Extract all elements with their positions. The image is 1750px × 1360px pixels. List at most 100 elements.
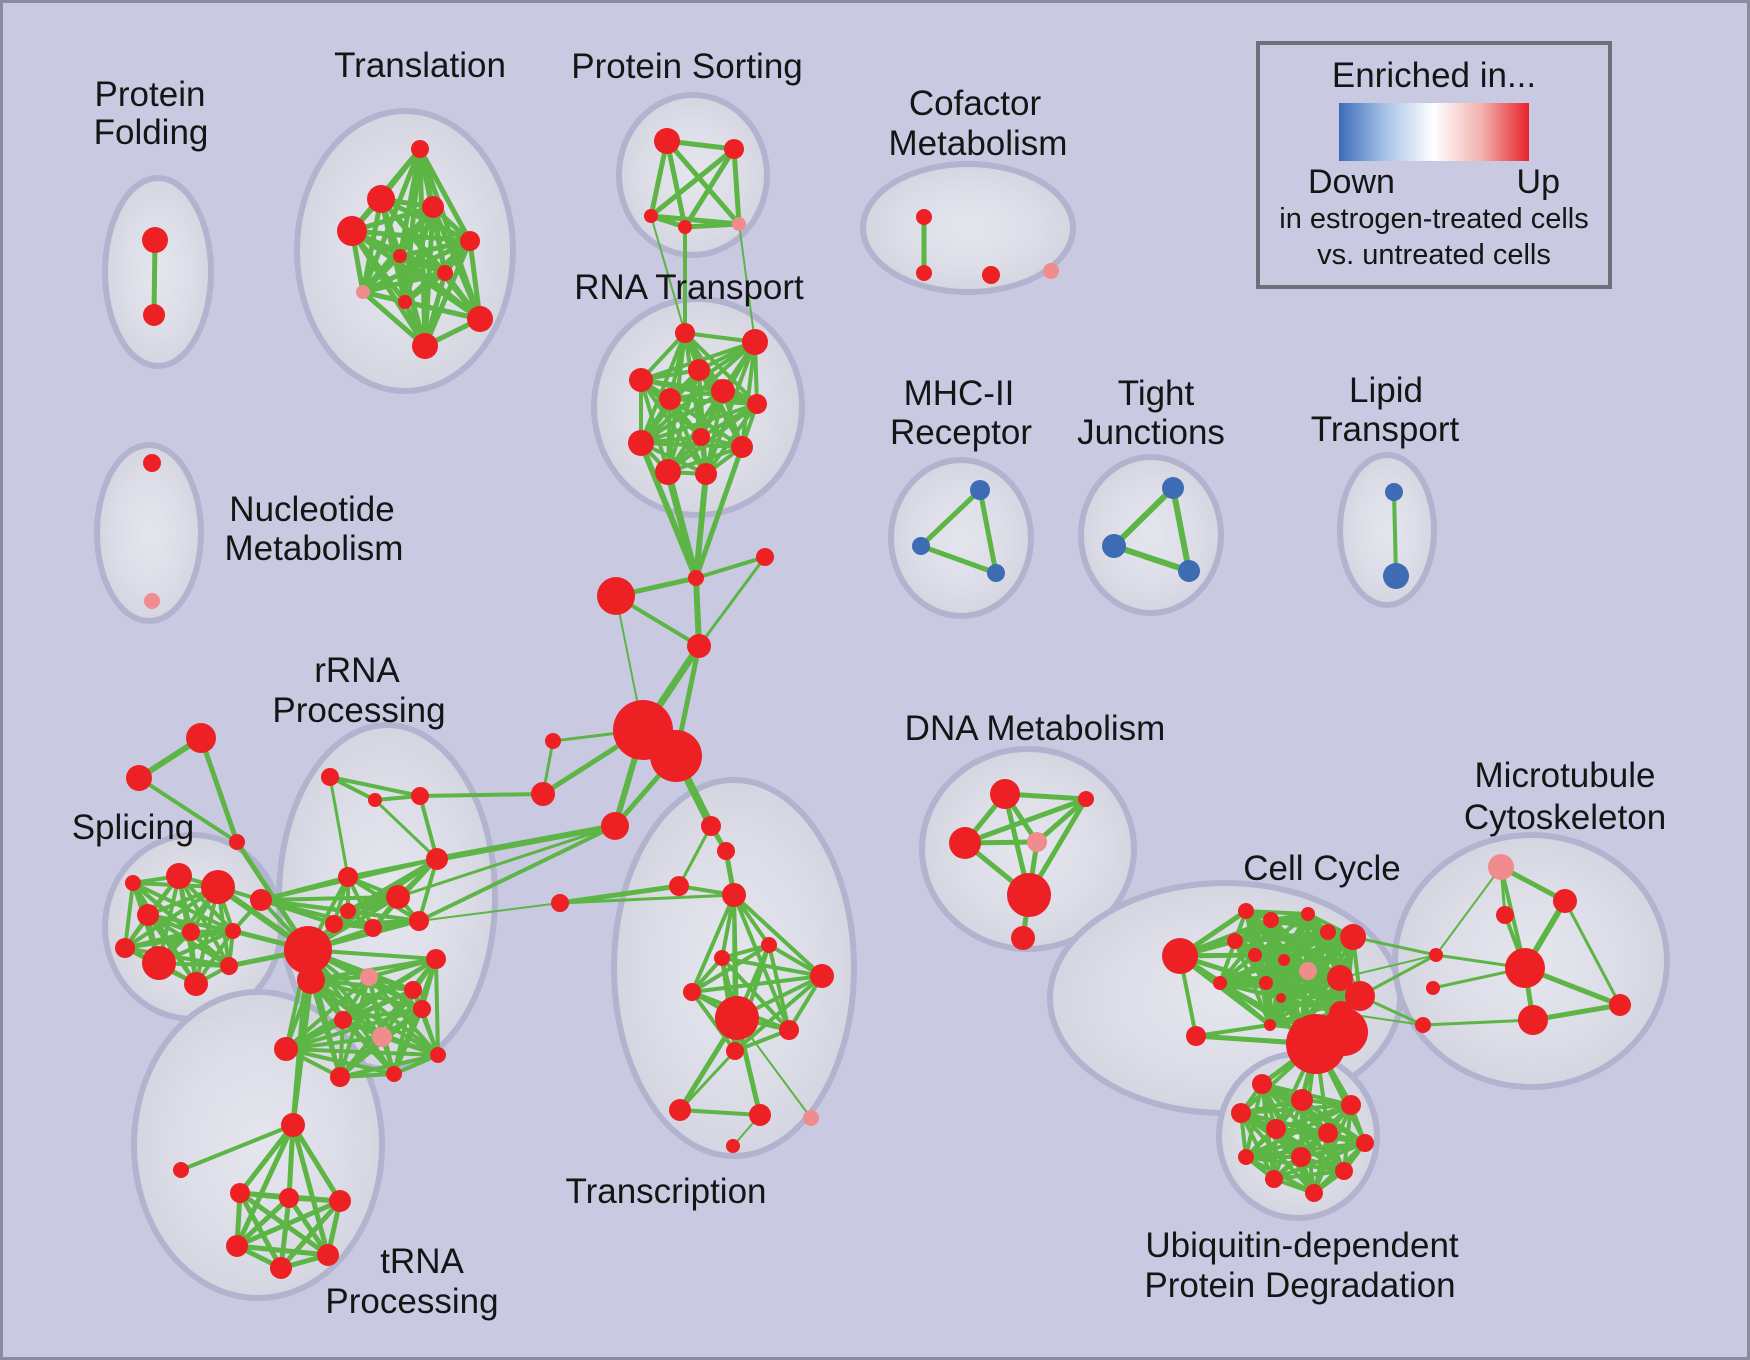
node-lt1[interactable] (1385, 483, 1403, 501)
node-mt9[interactable] (1415, 1017, 1431, 1033)
node-rr12[interactable] (404, 981, 422, 999)
node-st2[interactable] (126, 765, 152, 791)
node-u1[interactable] (1252, 1074, 1272, 1094)
node-tr2[interactable] (717, 842, 735, 860)
node-sp7[interactable] (184, 972, 208, 996)
node-mt5[interactable] (1518, 1005, 1548, 1035)
node-cc8[interactable] (1299, 962, 1317, 980)
node-cc17[interactable] (1213, 976, 1227, 990)
node-u10[interactable] (1335, 1162, 1353, 1180)
node-u5[interactable] (1266, 1119, 1286, 1139)
node-x1[interactable] (551, 894, 569, 912)
node-c4[interactable] (687, 634, 711, 658)
node-m1[interactable] (601, 812, 629, 840)
node-rr15[interactable] (413, 1000, 431, 1018)
node-ps2[interactable] (724, 139, 744, 159)
node-l2[interactable] (531, 782, 555, 806)
node-mh2[interactable] (912, 537, 930, 555)
node-t6[interactable] (393, 249, 407, 263)
node-cc9[interactable] (1327, 965, 1353, 991)
node-ps3[interactable] (644, 209, 658, 223)
node-ps1[interactable] (654, 128, 680, 154)
node-cf2[interactable] (916, 265, 932, 281)
node-t9[interactable] (398, 295, 412, 309)
node-u3[interactable] (1341, 1095, 1361, 1115)
node-cc16[interactable] (1227, 933, 1243, 949)
node-rt4[interactable] (629, 368, 653, 392)
node-mt7[interactable] (1429, 948, 1443, 962)
node-u8[interactable] (1238, 1149, 1254, 1165)
node-rt5[interactable] (659, 388, 681, 410)
node-d2[interactable] (1078, 791, 1094, 807)
node-rr13[interactable] (426, 949, 446, 969)
node-tj3[interactable] (1178, 560, 1200, 582)
node-q5[interactable] (317, 1244, 339, 1266)
node-rr1[interactable] (321, 768, 339, 786)
node-rr5[interactable] (426, 848, 448, 870)
node-rh2[interactable] (297, 966, 325, 994)
node-mt8[interactable] (1426, 981, 1440, 995)
node-mt2[interactable] (1553, 889, 1577, 913)
node-cc2[interactable] (1263, 912, 1279, 928)
node-rt12[interactable] (695, 463, 717, 485)
node-q4[interactable] (226, 1235, 248, 1257)
node-rt7[interactable] (747, 394, 767, 414)
node-tr6[interactable] (761, 937, 777, 953)
node-t10[interactable] (467, 306, 493, 332)
node-pc[interactable] (250, 889, 272, 911)
node-rt11[interactable] (655, 459, 681, 485)
node-t7[interactable] (437, 265, 453, 281)
node-rt10[interactable] (731, 436, 753, 458)
node-u2[interactable] (1291, 1089, 1313, 1111)
node-c1[interactable] (688, 570, 704, 586)
node-rr18[interactable] (386, 1066, 402, 1082)
node-st3[interactable] (229, 834, 245, 850)
node-q2[interactable] (279, 1188, 299, 1208)
node-tr4[interactable] (722, 883, 746, 907)
node-cc12[interactable] (1345, 981, 1375, 1011)
node-cc7[interactable] (1278, 954, 1290, 966)
node-tr3[interactable] (669, 876, 689, 896)
node-t2[interactable] (367, 185, 395, 213)
node-u12[interactable] (1305, 1184, 1323, 1202)
node-tr8[interactable] (683, 983, 701, 1001)
node-mt1[interactable] (1488, 854, 1514, 880)
node-tr15[interactable] (726, 1139, 740, 1153)
node-rt9[interactable] (692, 428, 710, 446)
node-rr4[interactable] (338, 867, 358, 887)
node-q3[interactable] (329, 1190, 351, 1212)
node-ps5[interactable] (732, 217, 746, 231)
node-rr3[interactable] (411, 787, 429, 805)
node-tr9[interactable] (715, 996, 759, 1040)
node-d1[interactable] (990, 779, 1020, 809)
node-cf3[interactable] (982, 266, 1000, 284)
node-pf2[interactable] (143, 304, 165, 326)
node-sp6[interactable] (142, 946, 176, 980)
node-cf4[interactable] (1043, 263, 1059, 279)
node-rr17[interactable] (430, 1047, 446, 1063)
node-t3[interactable] (422, 196, 444, 218)
node-cc11[interactable] (1276, 993, 1286, 1003)
node-cc4[interactable] (1320, 924, 1336, 940)
node-tr1[interactable] (701, 816, 721, 836)
node-n1[interactable] (143, 454, 161, 472)
node-u6[interactable] (1318, 1123, 1338, 1143)
node-c3[interactable] (597, 577, 635, 615)
node-cc6[interactable] (1248, 948, 1262, 962)
node-rr16[interactable] (372, 1027, 392, 1047)
node-rr14[interactable] (334, 1011, 352, 1029)
node-sp3[interactable] (137, 904, 159, 926)
node-tr11[interactable] (726, 1042, 744, 1060)
node-rr11[interactable] (360, 968, 378, 986)
node-t8[interactable] (356, 285, 370, 299)
node-tr7[interactable] (810, 964, 834, 988)
node-u9[interactable] (1291, 1147, 1311, 1167)
node-mh1[interactable] (970, 480, 990, 500)
node-t1[interactable] (411, 140, 429, 158)
node-tr12[interactable] (669, 1099, 691, 1121)
node-d3[interactable] (949, 827, 981, 859)
node-t5[interactable] (460, 231, 480, 251)
node-u7[interactable] (1356, 1134, 1374, 1152)
node-q1[interactable] (230, 1183, 250, 1203)
node-sp9[interactable] (125, 875, 141, 891)
